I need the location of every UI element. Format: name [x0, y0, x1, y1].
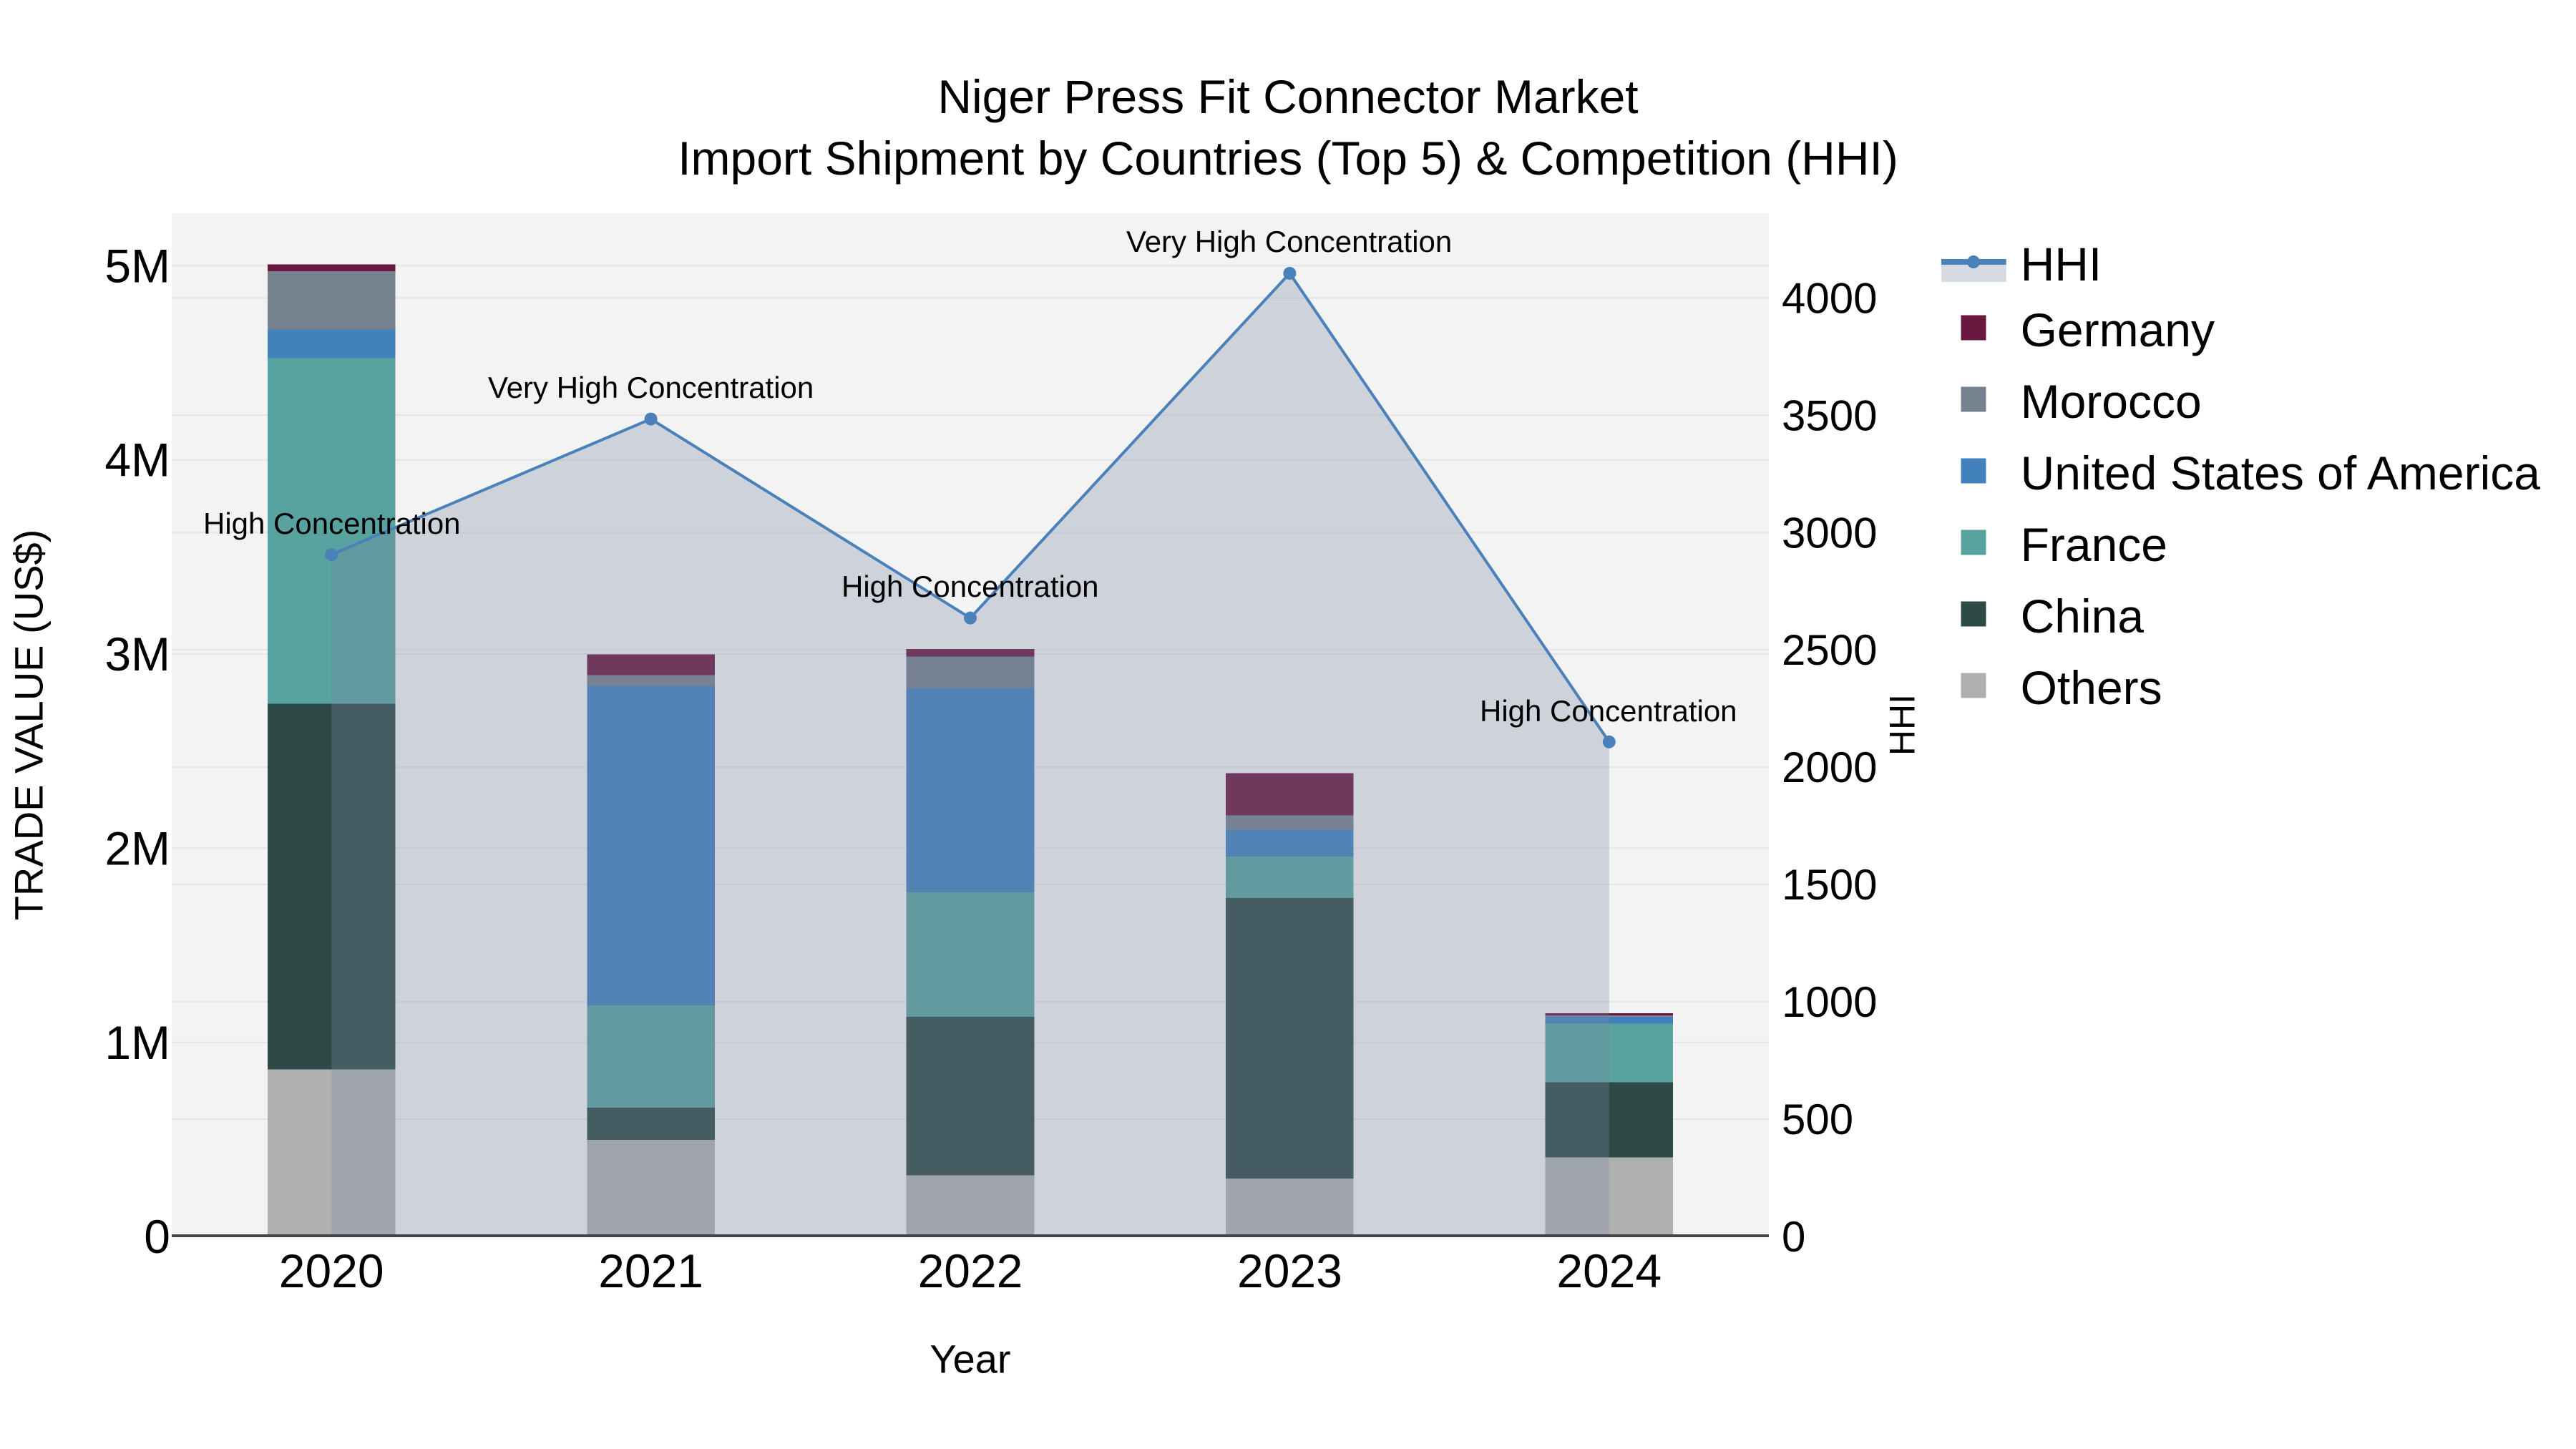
svg-text:0: 0 — [144, 1210, 170, 1263]
svg-text:2022: 2022 — [918, 1244, 1023, 1297]
svg-text:1000: 1000 — [1782, 978, 1877, 1026]
svg-text:5M: 5M — [104, 239, 170, 292]
svg-text:3M: 3M — [104, 628, 170, 680]
svg-text:Very High Concentration: Very High Concentration — [488, 371, 814, 404]
svg-text:High Concentration: High Concentration — [841, 570, 1099, 603]
svg-text:1500: 1500 — [1782, 861, 1877, 909]
svg-text:France: France — [2021, 518, 2167, 571]
svg-text:Morocco: Morocco — [2021, 375, 2202, 428]
svg-text:2023: 2023 — [1237, 1244, 1342, 1297]
svg-text:2500: 2500 — [1782, 626, 1877, 674]
svg-text:3500: 3500 — [1782, 391, 1877, 439]
svg-text:HHI: HHI — [1882, 694, 1922, 756]
svg-text:2000: 2000 — [1782, 743, 1877, 791]
svg-text:2020: 2020 — [279, 1244, 384, 1297]
svg-text:3000: 3000 — [1782, 509, 1877, 557]
svg-text:2021: 2021 — [598, 1244, 703, 1297]
svg-text:4000: 4000 — [1782, 274, 1877, 322]
svg-text:HHI: HHI — [2021, 238, 2102, 291]
svg-text:500: 500 — [1782, 1096, 1853, 1143]
svg-text:0: 0 — [1782, 1213, 1805, 1261]
svg-text:Niger Press Fit Connector Mark: Niger Press Fit Connector Market Import S… — [678, 70, 1898, 185]
svg-text:TRADE VALUE (US$): TRADE VALUE (US$) — [6, 530, 52, 921]
svg-text:Germany: Germany — [2021, 303, 2215, 356]
svg-text:High Concentration: High Concentration — [203, 507, 461, 540]
svg-text:2024: 2024 — [1556, 1244, 1662, 1297]
svg-text:China: China — [2021, 590, 2145, 643]
svg-text:High Concentration: High Concentration — [1480, 694, 1737, 728]
svg-text:1M: 1M — [104, 1016, 170, 1069]
svg-text:Others: Others — [2021, 661, 2162, 714]
svg-text:Very High Concentration: Very High Concentration — [1126, 225, 1452, 258]
svg-text:United States of America: United States of America — [2021, 447, 2541, 499]
svg-text:2M: 2M — [104, 821, 170, 874]
svg-text:Year: Year — [930, 1336, 1010, 1381]
svg-text:4M: 4M — [104, 434, 170, 487]
